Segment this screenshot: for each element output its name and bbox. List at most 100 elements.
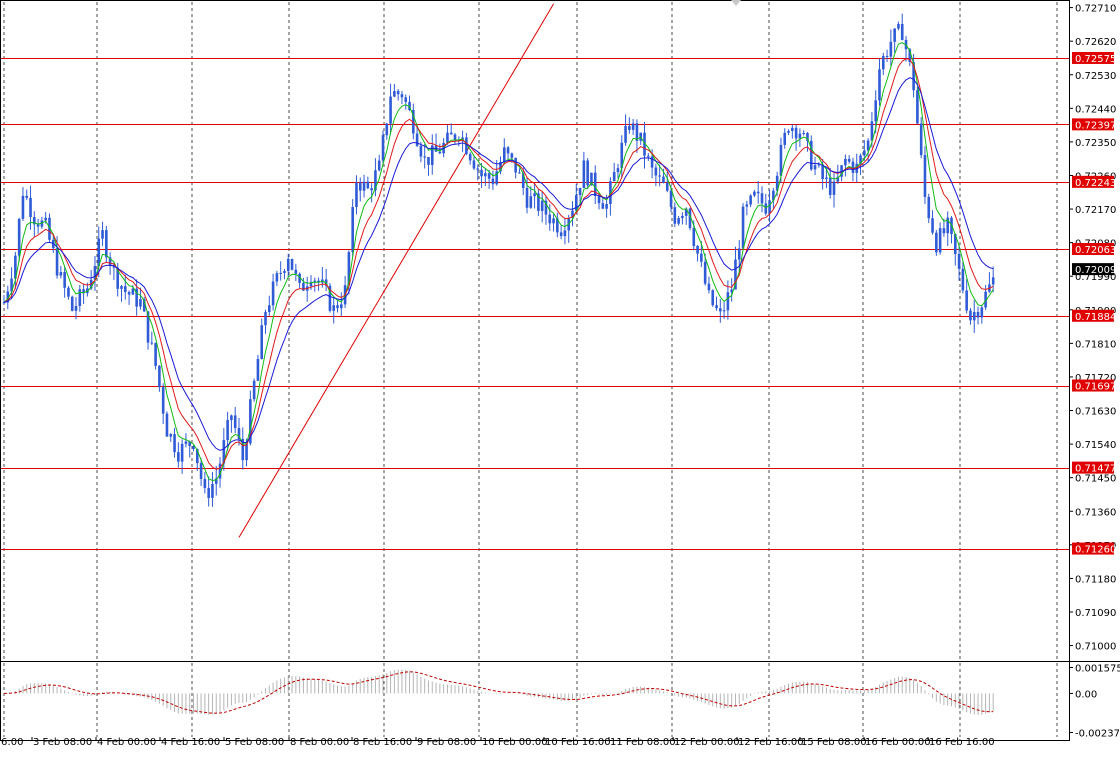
candle-body [828,177,832,195]
candle-body [385,123,389,136]
time-tick-label: 4 Feb 16:00 [161,737,220,748]
candle [965,279,968,314]
candle [658,164,661,187]
candle-body [430,145,434,165]
level-price-label: 0.71697 [1075,382,1116,393]
candle [635,119,639,153]
candle-body [495,171,498,185]
candle [529,186,533,209]
candle-body [275,273,279,282]
candle-body [965,290,968,311]
candle [567,214,571,243]
candle [753,189,756,198]
candle-body [624,126,627,143]
candle-body [135,288,138,307]
candle [768,189,771,223]
candle-body [908,49,912,63]
candle-body [859,155,862,164]
candle [677,215,680,226]
candle [593,165,597,204]
candle [82,283,85,305]
candle-body [116,267,119,289]
candle [377,154,381,172]
level-price-tag [1072,175,1114,188]
candle-body [548,214,552,224]
candle-body [533,193,536,197]
candle [938,222,942,255]
candle-body [813,165,817,170]
candle [673,202,677,228]
candle-body [59,272,63,276]
candle [207,476,210,507]
candle [616,163,620,179]
candle-body [355,182,358,208]
candle-body [362,181,366,191]
candle-body [563,230,567,237]
candle [408,95,411,112]
candle-body [631,123,635,130]
candle [809,135,813,171]
candle-body [514,157,517,173]
candle-body [544,200,548,215]
candle-body [139,299,142,307]
candle [745,200,749,216]
price-tick-label: 0.72710 [1075,4,1116,15]
level-price-tag [1072,242,1114,255]
price-tick-label: 0.71540 [1075,440,1116,451]
candle-body [203,478,207,489]
candle-body [415,133,419,146]
time-tick-label: 12 Feb 16:00 [738,737,804,748]
candle [317,277,320,291]
candle-body [726,292,730,311]
candle [540,191,544,223]
candle [146,311,150,350]
candle-body [847,158,851,162]
chart-frame [0,0,1070,741]
candle [696,244,699,262]
candle-body [707,283,711,291]
candle [59,265,63,279]
candle [612,162,616,182]
candle-body [552,218,555,224]
candle [749,194,752,208]
candle-body [700,253,703,262]
candle-body [21,195,25,219]
candle [173,427,176,458]
candle [737,240,741,273]
candle-body [351,207,354,253]
candle-body [2,302,6,304]
candle-body [404,97,408,102]
candle [961,261,965,294]
candle [36,218,40,234]
candle [976,306,980,325]
candle-body [241,438,245,461]
level-price-label: 0.71260 [1075,545,1116,556]
candle [449,123,453,135]
candle [264,309,267,334]
candle-body [844,158,847,166]
candle [139,287,142,310]
candle-body [82,289,85,294]
time-tick-label: 6:00 [1,737,23,748]
candle [63,266,66,298]
price-tick-label: 0.71990 [1075,272,1116,283]
candle [150,331,154,346]
candle-body [249,399,252,444]
oscillator-tick-label: 0.001575 [1075,664,1120,675]
candle-body [268,305,271,313]
oscillator-tick-label: -0.002374 [1075,728,1120,739]
candle-body [684,208,688,216]
candle [480,163,483,188]
candle-body [772,190,775,201]
candle-body [393,91,396,97]
candle-body [358,182,362,191]
candle-body [787,130,790,133]
candle [665,169,669,193]
candle [859,153,862,175]
candle-body [809,140,813,170]
price-tick-label: 0.72530 [1075,71,1116,82]
candle [237,417,241,446]
candle-body [518,172,521,174]
